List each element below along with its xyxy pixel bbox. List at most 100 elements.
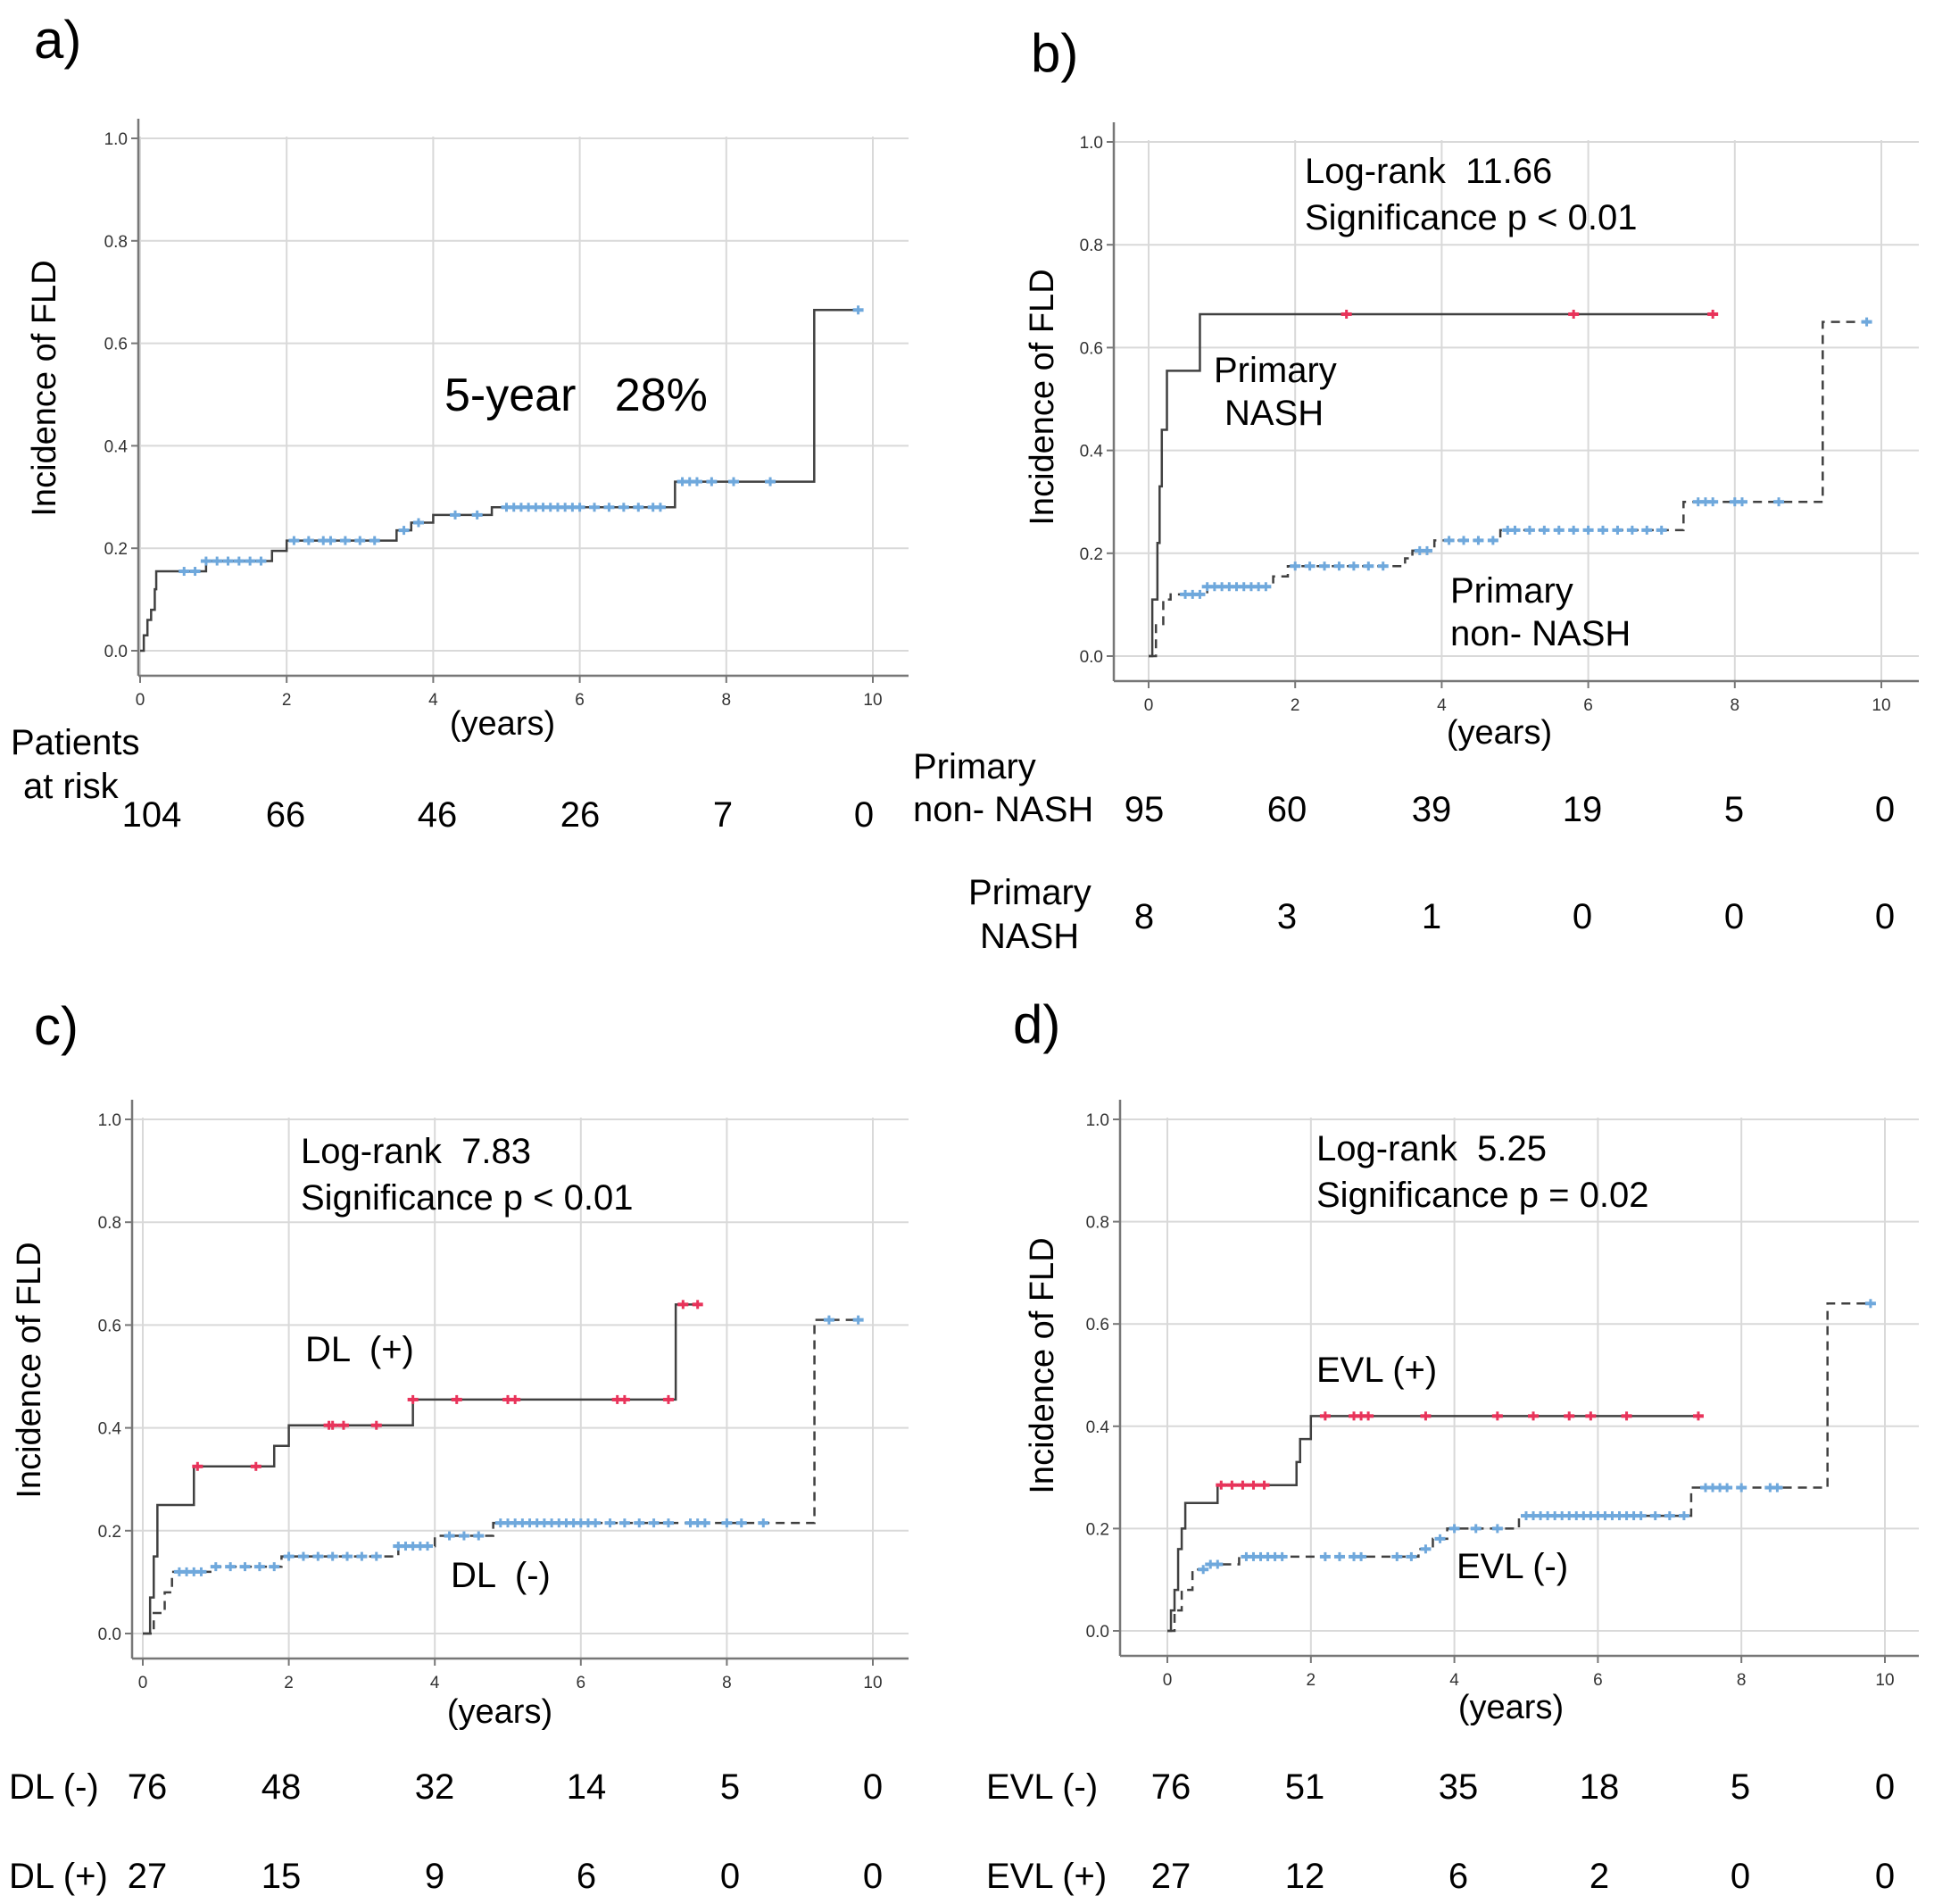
x-tick-label: 0 [1163, 1671, 1173, 1690]
x-tick-label: 0 [136, 691, 145, 710]
panel-a-grid [138, 137, 909, 676]
y-tick-label: 1.0 [98, 1111, 121, 1130]
panel-b: b) 0 2 4 6 8 10 0.00.20.40.60.81.0 Incidence … [913, 23, 1919, 956]
x-tick-label: 4 [1449, 1671, 1459, 1690]
risk-value: 7 [713, 795, 733, 835]
risk-value: 60 [1267, 790, 1307, 829]
panel-d-label-evl-plus: EVL (+) [1316, 1351, 1437, 1390]
risk-value: 3 [1277, 897, 1297, 936]
y-tick-label: 0.6 [98, 1317, 121, 1335]
panel-a-y-ticks: 0.0 0.2 0.4 0.6 0.8 1.0 [104, 130, 138, 661]
risk-row-label: EVL (+) [986, 1857, 1107, 1896]
panel-b-significance: Significance p < 0.01 [1305, 198, 1637, 237]
risk-value: 8 [1134, 897, 1154, 936]
panel-d-x-axis-label: (years) [1458, 1689, 1564, 1726]
label-line-2: NASH [1224, 394, 1324, 433]
risk-value: 26 [560, 795, 601, 835]
risk-row-label-line: non- NASH [913, 790, 1093, 829]
x-tick-label: 8 [1731, 696, 1740, 715]
panel-c-grid [132, 1118, 909, 1659]
x-tick-label: 8 [1737, 1671, 1747, 1690]
series-primary-non-nash [1149, 317, 1872, 658]
risk-value: 46 [418, 795, 458, 835]
panel-c-label-dl-plus: DL (+) [305, 1330, 414, 1369]
y-tick-label: 0.8 [98, 1214, 121, 1233]
y-tick-label: 0.2 [1086, 1520, 1109, 1539]
y-tick-label: 0.4 [1080, 443, 1104, 461]
y-tick-label: 0.6 [104, 336, 128, 354]
risk-value: 51 [1285, 1767, 1325, 1807]
panel-a-label: a) [34, 10, 81, 70]
panel-b-label: b) [1031, 23, 1078, 83]
risk-value: 27 [1151, 1857, 1191, 1896]
x-tick-label: 2 [1291, 696, 1300, 715]
x-tick-label: 8 [722, 1674, 732, 1692]
panel-d-grid [1120, 1118, 1919, 1656]
y-tick-label: 0.2 [1080, 545, 1103, 564]
risk-header-line-1: Patients [11, 723, 140, 762]
x-tick-label: 6 [575, 691, 585, 710]
y-tick-label: 1.0 [1086, 1111, 1109, 1130]
risk-value: 32 [415, 1767, 455, 1807]
risk-value: 18 [1580, 1767, 1620, 1807]
series-evl- [1167, 1299, 1876, 1633]
risk-value: 35 [1439, 1767, 1479, 1807]
label-line-1: Primary [1214, 351, 1337, 390]
risk-value: 0 [854, 795, 874, 835]
x-tick-label: 2 [284, 1674, 294, 1692]
series-evl- [1167, 1411, 1704, 1633]
x-tick-label: 4 [428, 691, 438, 710]
x-tick-label: 8 [722, 691, 732, 710]
risk-value: 48 [261, 1767, 302, 1807]
y-tick-label: 0.0 [98, 1625, 121, 1644]
km-curve [140, 309, 859, 653]
risk-value: 0 [863, 1857, 883, 1896]
y-tick-label: 0.8 [1080, 237, 1103, 255]
panel-a-x-axis-label: (years) [450, 705, 555, 743]
label-line-1: Primary [1450, 571, 1573, 611]
x-tick-label: 4 [1437, 696, 1447, 715]
panel-d-x-ticks: 0 2 4 6 8 10 [1163, 1656, 1895, 1690]
x-tick-label: 10 [863, 691, 882, 710]
risk-value: 0 [1875, 790, 1895, 829]
risk-value: 95 [1125, 790, 1165, 829]
risk-value: 5 [1724, 790, 1744, 829]
x-tick-label: 2 [282, 691, 292, 710]
risk-value: 6 [577, 1857, 596, 1896]
risk-value: 39 [1412, 790, 1452, 829]
y-tick-label: 0.6 [1080, 339, 1103, 358]
panel-b-series [1149, 309, 1872, 658]
series-dl- [143, 1315, 864, 1635]
risk-row-label: EVL (-) [986, 1767, 1098, 1807]
panel-a-annotation: 5-year 28% [444, 370, 708, 421]
y-tick-label: 1.0 [104, 130, 128, 149]
series-primary-nash [1149, 309, 1719, 658]
panel-a: a) 0 2 4 6 8 10 0.00.20.40.60.81.0 Incidence … [11, 10, 909, 835]
panel-c-y-ticks: 0.0 0.2 0.4 0.6 0.8 1.0 [98, 1111, 132, 1644]
y-tick-label: 1.0 [1080, 134, 1103, 153]
km-curve [1167, 1415, 1698, 1633]
risk-value: 5 [1731, 1767, 1750, 1807]
risk-row-label-line: Primary [913, 747, 1036, 786]
risk-row-label-line: NASH [980, 917, 1079, 956]
risk-value: 0 [1875, 1767, 1895, 1807]
y-tick-label: 0.6 [1086, 1316, 1109, 1334]
panel-b-grid [1114, 140, 1919, 681]
risk-row-label: DL (-) [9, 1767, 99, 1807]
risk-value: 104 [122, 795, 182, 835]
km-curve [1149, 312, 1714, 658]
x-tick-label: 0 [138, 1674, 148, 1692]
panel-a-series [140, 305, 864, 653]
risk-value: 0 [1573, 897, 1592, 936]
y-tick-label: 0.0 [1086, 1623, 1109, 1642]
panel-c-x-ticks: 0 2 4 6 8 10 [138, 1659, 883, 1692]
panel-b-logrank: Log-rank 11.66 [1305, 152, 1552, 191]
x-tick-label: 6 [577, 1674, 586, 1692]
risk-header-line-2: at risk [23, 767, 120, 806]
risk-value: 66 [266, 795, 306, 835]
km-curve [1167, 1302, 1871, 1633]
risk-value: 0 [1731, 1857, 1750, 1896]
panel-c-risk-table: DL (-) 76 48 32 14 5 0 DL (+) 27 15 9 6 0 0 [9, 1767, 883, 1896]
risk-value: 0 [720, 1857, 740, 1896]
x-tick-label: 4 [430, 1674, 440, 1692]
